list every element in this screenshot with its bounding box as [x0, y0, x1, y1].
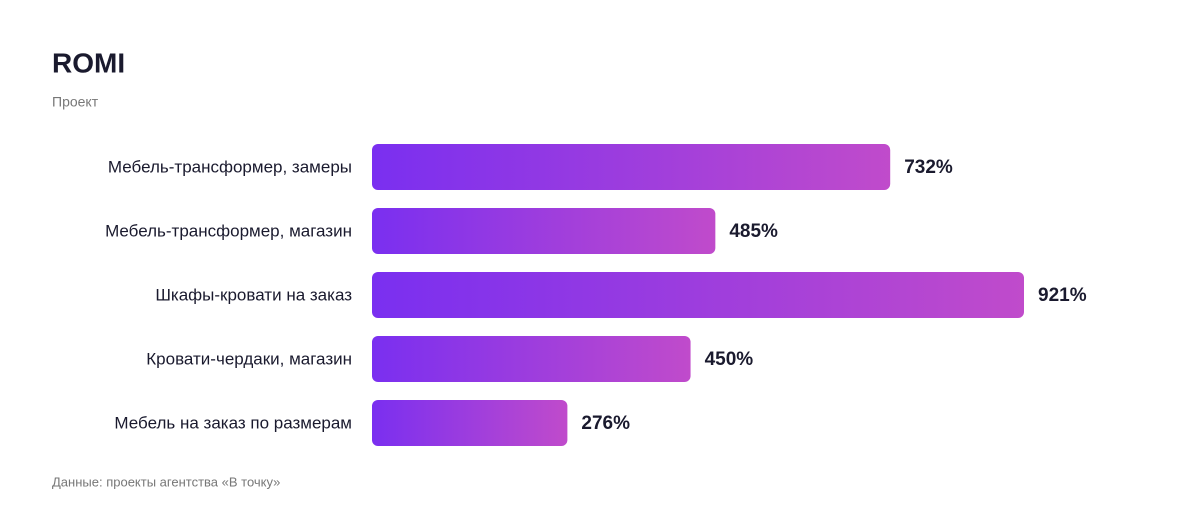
bar	[372, 336, 691, 382]
value-label: 732%	[904, 157, 953, 178]
bar	[372, 400, 568, 446]
category-label: Мебель на заказ по размерам	[114, 413, 352, 432]
bar	[372, 272, 1024, 318]
chart-subtitle: Проект	[52, 94, 99, 110]
category-label: Мебель-трансформер, магазин	[105, 221, 352, 240]
value-label: 276%	[581, 413, 630, 434]
value-label: 485%	[729, 221, 778, 242]
value-label: 921%	[1038, 285, 1087, 306]
category-label: Кровати-чердаки, магазин	[146, 349, 352, 368]
bar	[372, 208, 716, 254]
bar	[372, 144, 891, 190]
category-label: Мебель-трансформер, замеры	[108, 157, 352, 176]
category-label: Шкафы-кровати на заказ	[155, 285, 352, 304]
chart-title: ROMI	[52, 47, 125, 78]
source-note: Данные: проекты агентства «В точку»	[52, 474, 280, 489]
value-label: 450%	[705, 349, 754, 370]
